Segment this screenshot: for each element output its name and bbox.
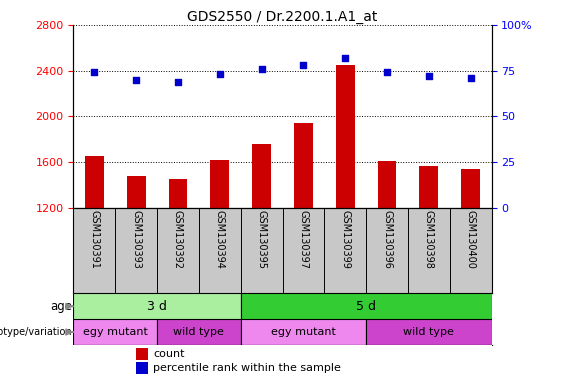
Text: 3 d: 3 d [147,300,167,313]
Text: egy mutant: egy mutant [271,327,336,337]
Bar [136,348,148,360]
Text: age: age [51,300,73,313]
Bar [294,123,313,208]
Text: 5 d: 5 d [356,300,376,313]
Bar [136,362,148,374]
Bar [73,319,157,345]
Text: GSM130395: GSM130395 [257,210,267,269]
Text: GSM130400: GSM130400 [466,210,476,269]
Text: wild type: wild type [403,327,454,337]
Text: percentile rank within the sample: percentile rank within the sample [153,362,341,372]
Point [132,77,141,83]
Bar [85,156,104,208]
Bar [210,160,229,208]
Point [424,73,433,79]
Bar [168,179,188,208]
Bar [252,144,271,208]
Text: GSM130397: GSM130397 [298,210,308,269]
Text: egy mutant: egy mutant [83,327,147,337]
Title: GDS2550 / Dr.2200.1.A1_at: GDS2550 / Dr.2200.1.A1_at [188,10,377,24]
Text: GSM130392: GSM130392 [173,210,183,269]
Point [466,75,475,81]
Bar [157,319,241,345]
Bar [377,161,397,208]
Bar [461,169,480,208]
Point [90,70,99,76]
Bar [73,293,241,319]
Point [215,71,224,78]
Bar [419,166,438,208]
Point [257,66,266,72]
Point [299,62,308,68]
Text: GSM130391: GSM130391 [89,210,99,269]
Point [341,55,350,61]
Text: GSM130398: GSM130398 [424,210,434,269]
Text: GSM130399: GSM130399 [340,210,350,269]
Point [383,70,392,76]
Text: wild type: wild type [173,327,224,337]
Bar [127,176,146,208]
Bar [241,293,492,319]
Text: GSM130396: GSM130396 [382,210,392,269]
Text: genotype/variation: genotype/variation [0,327,73,337]
Text: GSM130394: GSM130394 [215,210,225,269]
Bar [336,65,355,208]
Text: count: count [153,349,184,359]
Point [173,79,182,85]
Bar [366,319,492,345]
Bar [241,319,366,345]
Text: GSM130393: GSM130393 [131,210,141,269]
